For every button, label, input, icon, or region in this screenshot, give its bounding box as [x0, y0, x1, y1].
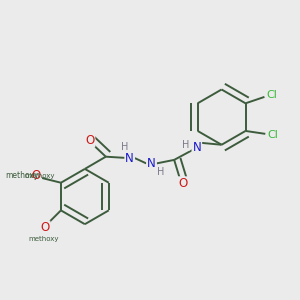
Text: Cl: Cl: [267, 130, 278, 140]
Text: methoxy: methoxy: [28, 236, 59, 242]
Text: N: N: [147, 157, 156, 170]
Text: H: H: [121, 142, 128, 152]
Text: N: N: [125, 152, 134, 165]
Text: O: O: [178, 177, 188, 190]
Text: Cl: Cl: [266, 91, 277, 100]
Text: H: H: [157, 167, 164, 177]
Text: methoxy: methoxy: [24, 173, 55, 179]
Text: O: O: [85, 134, 94, 147]
Text: O: O: [40, 221, 50, 234]
Text: H: H: [182, 140, 190, 150]
Text: N: N: [193, 141, 201, 154]
Text: O: O: [32, 169, 41, 182]
Text: methoxy: methoxy: [5, 171, 39, 180]
